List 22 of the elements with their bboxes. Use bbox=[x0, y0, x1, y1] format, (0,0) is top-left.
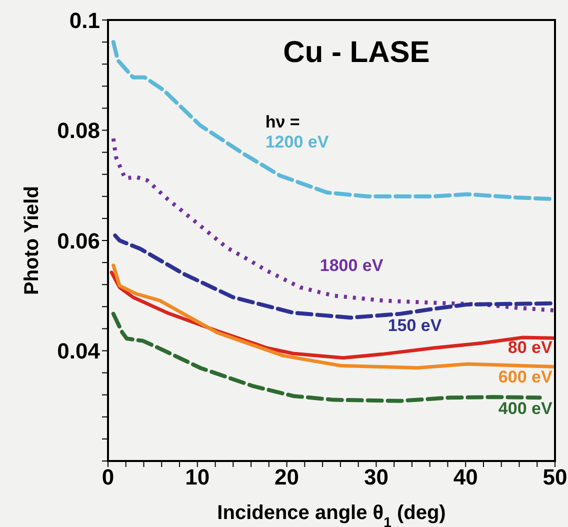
text: Cu - LASE bbox=[283, 36, 430, 69]
x-tick-label: 30 bbox=[364, 464, 388, 490]
series-label: 150 eV bbox=[388, 316, 442, 335]
series-label: 400 eV bbox=[498, 399, 553, 418]
annotation: hν = bbox=[265, 112, 300, 132]
line-series bbox=[113, 234, 555, 320]
y-tick-label: 0.08 bbox=[57, 118, 100, 144]
x-tick-label: 40 bbox=[453, 464, 478, 490]
x-tick-label: 50 bbox=[542, 464, 568, 490]
y-tick-label: 0.06 bbox=[57, 228, 100, 254]
y-tick-label: 0.04 bbox=[57, 338, 101, 364]
x-tick-label: 20 bbox=[274, 464, 300, 490]
y-tick-label: 0.1 bbox=[69, 8, 100, 33]
x-axis-title: Incidence angle θ$_{1}$ (deg) bbox=[217, 502, 446, 527]
y-axis-title: Photo Yield bbox=[21, 186, 43, 295]
series-label: 600 eV bbox=[498, 368, 553, 387]
series-label: 1800 eV bbox=[320, 256, 384, 275]
x-tick-label: 10 bbox=[185, 464, 210, 490]
series-label: 1200 eV bbox=[265, 132, 330, 152]
x-tick-label: 0 bbox=[102, 464, 114, 490]
series-label: 80 eV bbox=[508, 338, 553, 357]
line-series bbox=[111, 136, 555, 313]
